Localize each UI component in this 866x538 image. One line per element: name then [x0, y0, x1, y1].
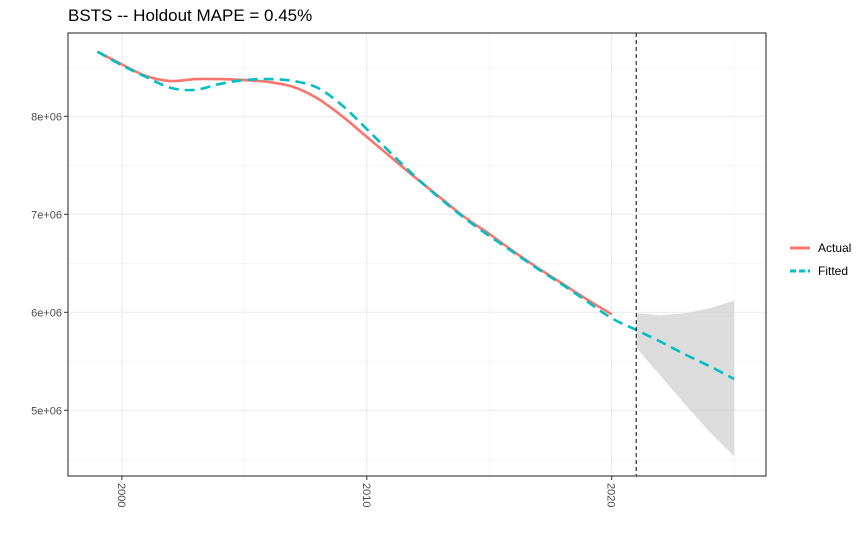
- y-tick-label: 6e+06: [31, 307, 62, 319]
- forecast-interval: [636, 300, 735, 457]
- y-tick-label: 5e+06: [31, 405, 62, 417]
- forecast-interval-band: [636, 300, 735, 457]
- x-tick-label: 2020: [605, 483, 617, 507]
- plot-background: [68, 33, 766, 476]
- series-lines: [96, 50, 735, 381]
- plot-border: [67, 32, 767, 477]
- legend: Actual Fitted: [790, 241, 851, 278]
- x-tick-label: 2000: [115, 483, 127, 507]
- y-tick-label: 8e+06: [31, 111, 62, 123]
- series-line-fitted: [96, 50, 735, 381]
- y-tick-label: 7e+06: [31, 209, 62, 221]
- x-tick-label: 2010: [360, 483, 372, 507]
- gridlines: [68, 33, 766, 476]
- legend-label-actual: Actual: [818, 241, 851, 255]
- axes: 5e+06 6e+06 7e+06 8e+06 2000 2010 2020: [31, 111, 617, 507]
- legend-label-fitted: Fitted: [818, 264, 848, 278]
- chart-title: BSTS -- Holdout MAPE = 0.45%: [68, 6, 313, 25]
